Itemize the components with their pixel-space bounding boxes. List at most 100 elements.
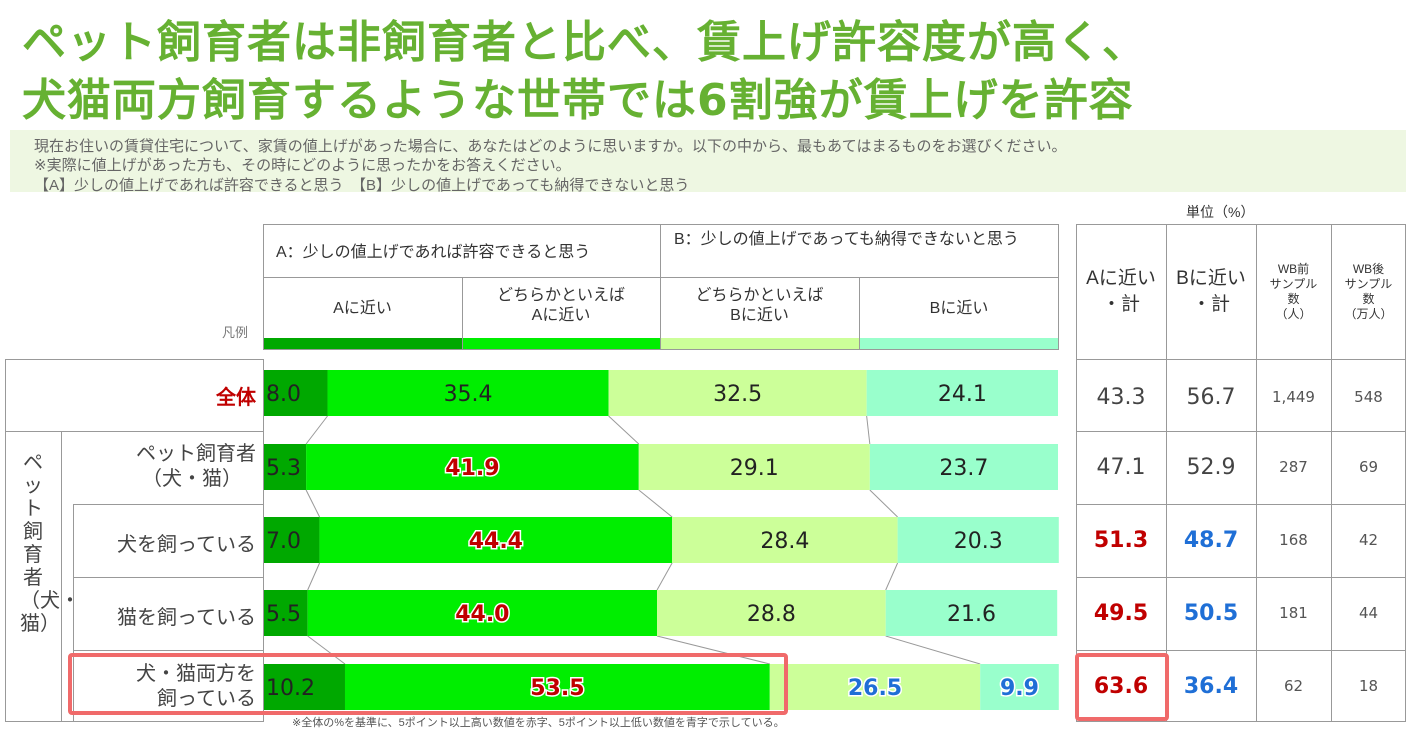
bar-value-label: 44.0 xyxy=(455,602,509,627)
connector-line xyxy=(885,635,981,665)
header-divider xyxy=(859,277,860,350)
wb-pre-sample: 1,449 xyxy=(1272,388,1315,406)
row-label-dog-and-cat: 犬・猫両方を 飼っている xyxy=(136,663,256,710)
bar-segment xyxy=(327,370,609,416)
row-divider xyxy=(5,359,6,722)
connector-line xyxy=(885,562,899,591)
bar-value-label: 26.5 xyxy=(848,676,902,701)
header-group-a: A：少しの値上げであれば許容できると思う xyxy=(276,244,591,261)
row-label-cat: 猫を飼っている xyxy=(117,607,256,629)
header-group-b: B：少しの値上げであっても納得できないと思う xyxy=(674,231,1019,248)
wb-post-sample: 548 xyxy=(1354,388,1383,406)
connector-line xyxy=(656,562,673,591)
summary-divider xyxy=(1076,650,1406,651)
question-note: ※実際に値上げがあった方も、その時にどのように思ったかをお答えください。 xyxy=(34,157,571,174)
bar-segment xyxy=(319,517,673,563)
header-divider xyxy=(263,277,1059,278)
bar-segment xyxy=(657,590,886,636)
connector-line xyxy=(307,562,321,591)
wb-pre-sample: 181 xyxy=(1279,604,1308,622)
header-wb-post: WB後 サンプル数（万人） xyxy=(1344,262,1393,321)
highlight-box-sum xyxy=(1075,653,1169,721)
footnote: ※全体の%を基準に、5ポイント以上高い数値を赤字、5ポイント以上低い数値を青字で… xyxy=(292,717,785,729)
page-title-line-2: 犬猫両方飼育するような世帯では6割強が賃上げを許容 xyxy=(22,75,1134,126)
summary-divider xyxy=(1076,359,1406,360)
bar-segment xyxy=(307,590,658,636)
connector-line xyxy=(307,635,346,665)
highlight-box-row xyxy=(68,653,788,715)
bar-value-label: 5.5 xyxy=(266,602,301,627)
bar-value-label: 35.4 xyxy=(444,382,493,407)
connector-line xyxy=(866,415,871,445)
bar-value-label: 21.6 xyxy=(947,602,996,627)
header-divider xyxy=(660,224,661,350)
bar-value-label: 28.4 xyxy=(760,529,809,554)
sum-b-value: 56.7 xyxy=(1186,384,1236,410)
bar-segment xyxy=(980,664,1059,710)
bar-segment xyxy=(769,664,981,710)
header-col-b2: どちらかといえば Bに近い xyxy=(695,287,824,324)
unit-label: 単位（%） xyxy=(1186,204,1255,220)
bar-segment xyxy=(869,444,1058,490)
bar-segment xyxy=(264,664,345,710)
sum-a-value: 47.1 xyxy=(1096,454,1146,480)
bar-segment xyxy=(897,517,1059,563)
question-box xyxy=(10,130,1406,192)
header-col-a: Aに近い xyxy=(333,300,392,317)
header-divider xyxy=(462,277,463,350)
summary-divider xyxy=(1166,224,1167,722)
bar-segment xyxy=(866,370,1058,416)
row-divider xyxy=(61,431,62,722)
bar-value-label: 5.3 xyxy=(266,456,301,481)
row-label-dog: 犬を飼っている xyxy=(117,534,256,556)
summary-divider xyxy=(1256,224,1257,722)
bar-segment xyxy=(344,664,770,710)
page-title-line-1: ペット飼育者は非飼育者と比べ、賃上げ許容度が高く、 xyxy=(22,17,1147,68)
bar-value-label: 53.5 xyxy=(530,676,584,701)
answer-options: 【A】少しの値上げであれば許容できると思う 【B】少しの値上げであっても納得でき… xyxy=(34,177,690,194)
wb-pre-sample: 168 xyxy=(1279,531,1308,549)
row-label-total: 全体 xyxy=(216,387,256,409)
bar-segment xyxy=(638,444,870,490)
connector-line xyxy=(656,635,770,665)
summary-divider xyxy=(1076,577,1406,578)
header-sum-a: Aに近い ・計 xyxy=(1086,268,1156,315)
row-divider xyxy=(73,577,263,578)
sum-a-value: 51.3 xyxy=(1093,527,1149,553)
row-divider xyxy=(5,721,263,722)
summary-divider xyxy=(1076,504,1406,505)
bar-segment xyxy=(264,517,320,563)
row-divider xyxy=(73,504,263,505)
row-divider xyxy=(5,359,263,360)
bar-segment xyxy=(306,444,639,490)
sum-b-value: 36.4 xyxy=(1183,673,1239,699)
bar-segment xyxy=(264,370,328,416)
summary-divider xyxy=(1076,431,1406,432)
bar-segment xyxy=(885,590,1058,636)
sum-a-value: 49.5 xyxy=(1093,600,1149,626)
bar-value-label: 20.3 xyxy=(954,529,1003,554)
wb-post-sample: 18 xyxy=(1358,677,1379,695)
row-divider xyxy=(73,504,74,722)
bar-segment xyxy=(264,590,308,636)
legend-swatch-a2 xyxy=(463,338,660,349)
row-divider xyxy=(263,359,264,722)
connector-line xyxy=(869,489,898,518)
connector-line xyxy=(305,489,321,518)
summary-table xyxy=(1076,224,1406,722)
sum-a-value: 63.6 xyxy=(1093,673,1149,699)
header-col-a2: どちらかといえば Aに近い xyxy=(496,287,625,324)
legend-swatch-b2 xyxy=(661,338,859,349)
sum-a-value: 43.3 xyxy=(1096,384,1146,410)
sum-b-value: 48.7 xyxy=(1183,527,1239,553)
summary-divider xyxy=(1331,224,1332,722)
wb-post-sample: 42 xyxy=(1358,531,1379,549)
bar-value-label: 24.1 xyxy=(938,382,987,407)
header-col-b: Bに近い xyxy=(929,300,989,317)
bar-value-label: 8.0 xyxy=(266,382,301,407)
row-divider xyxy=(73,650,263,651)
header-sum-b: Bに近い ・計 xyxy=(1176,268,1246,315)
sum-b-value: 50.5 xyxy=(1183,600,1239,626)
bar-value-label: 44.4 xyxy=(469,529,523,554)
